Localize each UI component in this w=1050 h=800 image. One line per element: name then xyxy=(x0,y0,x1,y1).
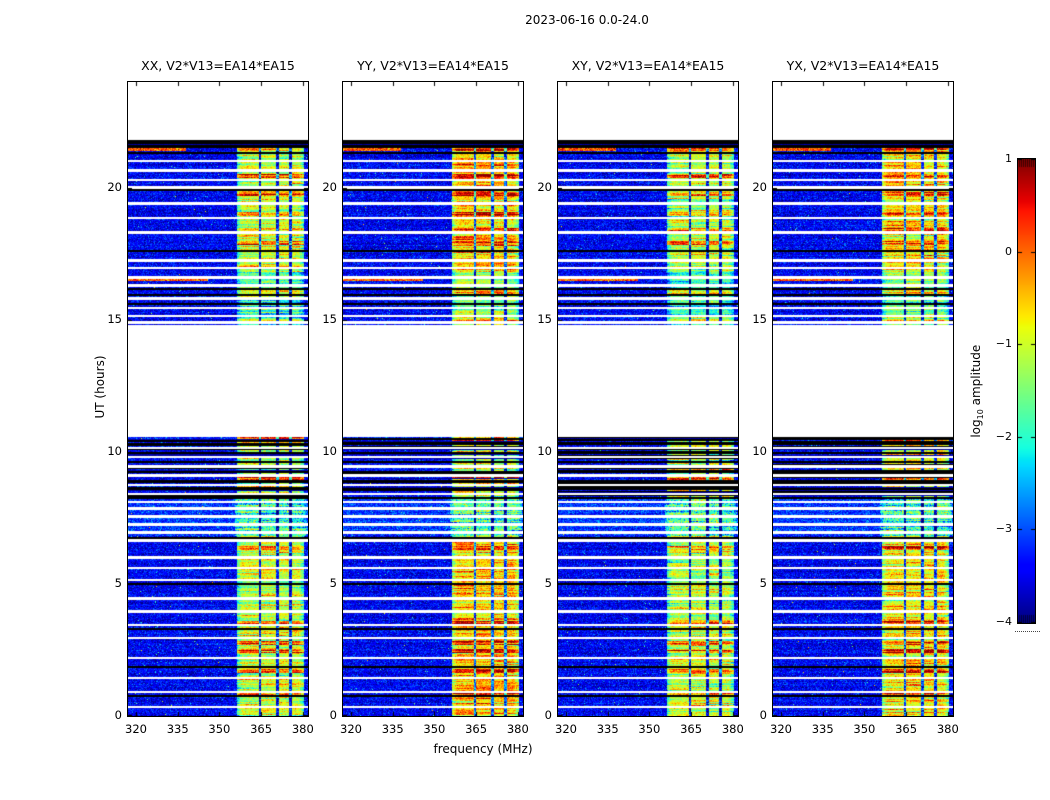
x-tick-label-yy: 365 xyxy=(465,722,488,736)
x-axis-label: frequency (MHz) xyxy=(433,742,533,756)
colorbar-label-sub: 10 xyxy=(976,409,986,420)
x-tick-label-xy: 335 xyxy=(596,722,619,736)
y-tick-label-yy: 20 xyxy=(322,179,337,194)
y-tick-label-xx: 0 xyxy=(114,708,122,722)
panel-frame-xy xyxy=(557,81,739,717)
x-tick-label-xx: 335 xyxy=(166,722,189,736)
y-tick-label-yx: 10 xyxy=(752,443,767,458)
y-tick-label-yy: 15 xyxy=(322,311,337,326)
x-tick-label-yy: 335 xyxy=(381,722,404,736)
y-tick-label-yx: 15 xyxy=(752,311,767,326)
panel-title-yx: YX, V2*V13=EA14*EA15 xyxy=(786,58,940,73)
colorbar-label-post: amplitude xyxy=(968,344,983,410)
panel-frame-xx xyxy=(127,81,309,717)
x-tick-label-xx: 350 xyxy=(208,722,231,736)
y-tick-label-xy: 15 xyxy=(537,311,552,326)
y-tick-label-yx: 5 xyxy=(759,575,767,590)
colorbar-gradient xyxy=(1018,159,1035,623)
x-tick-label-yy: 380 xyxy=(506,722,529,736)
spectrogram-canvas-xy xyxy=(558,82,738,716)
y-tick-label-xy: 20 xyxy=(537,179,552,194)
colorbar-under-dots xyxy=(1015,631,1040,632)
x-tick-label-xx: 365 xyxy=(250,722,273,736)
colorbar-label-pre: log xyxy=(968,419,983,438)
y-tick-label-yy: 0 xyxy=(329,708,337,722)
x-tick-label-xy: 365 xyxy=(680,722,703,736)
spectrogram-canvas-yx xyxy=(773,82,953,716)
colorbar-tick-label: −1 xyxy=(995,337,1012,351)
y-tick-label-yy: 10 xyxy=(322,443,337,458)
x-tick-label-yy: 350 xyxy=(423,722,446,736)
y-tick-label-xy: 5 xyxy=(544,575,552,590)
y-tick-label-yx: 20 xyxy=(752,179,767,194)
x-tick-label-yx: 335 xyxy=(811,722,834,736)
y-tick-label-xx: 15 xyxy=(107,311,122,326)
y-tick-label-xx: 10 xyxy=(107,443,122,458)
spectrogram-canvas-yy xyxy=(343,82,523,716)
x-tick-label-xy: 320 xyxy=(555,722,577,736)
colorbar-tick-label: 0 xyxy=(1005,244,1012,258)
panel-title-xx: XX, V2*V13=EA14*EA15 xyxy=(141,58,295,73)
colorbar-tick-label: −3 xyxy=(995,522,1012,536)
x-tick-label-xx: 320 xyxy=(125,722,147,736)
x-tick-label-yx: 320 xyxy=(770,722,792,736)
panel-title-xy: XY, V2*V13=EA14*EA15 xyxy=(571,58,725,73)
y-tick-label-xx: 5 xyxy=(114,575,122,590)
x-tick-label-yx: 350 xyxy=(853,722,876,736)
figure-title: 2023-06-16 0.0-24.0 xyxy=(525,13,649,27)
y-axis-label: UT (hours) xyxy=(93,355,107,419)
x-tick-label-yy: 320 xyxy=(340,722,362,736)
spectrogram-canvas-xx xyxy=(128,82,308,716)
colorbar-tick-label: −4 xyxy=(995,615,1012,628)
y-tick-label-xy: 0 xyxy=(544,708,552,722)
colorbar-tick-label: −2 xyxy=(995,429,1012,443)
panel-frame-yx xyxy=(772,81,954,717)
colorbar-tick-label: 1 xyxy=(1005,152,1012,165)
panel-frame-yy xyxy=(342,81,524,717)
y-tick-label-yx: 0 xyxy=(759,708,767,722)
y-tick-label-xx: 20 xyxy=(107,179,122,194)
panel-title-yy: YY, V2*V13=EA14*EA15 xyxy=(357,58,509,73)
x-tick-label-xy: 350 xyxy=(638,722,661,736)
y-tick-label-yy: 5 xyxy=(329,575,337,590)
x-tick-label-yx: 365 xyxy=(895,722,918,736)
y-tick-label-xy: 10 xyxy=(537,443,552,458)
x-tick-label-xy: 380 xyxy=(721,722,744,736)
x-tick-label-xx: 380 xyxy=(291,722,314,736)
x-tick-label-yx: 380 xyxy=(936,722,959,736)
colorbar xyxy=(1017,158,1036,624)
